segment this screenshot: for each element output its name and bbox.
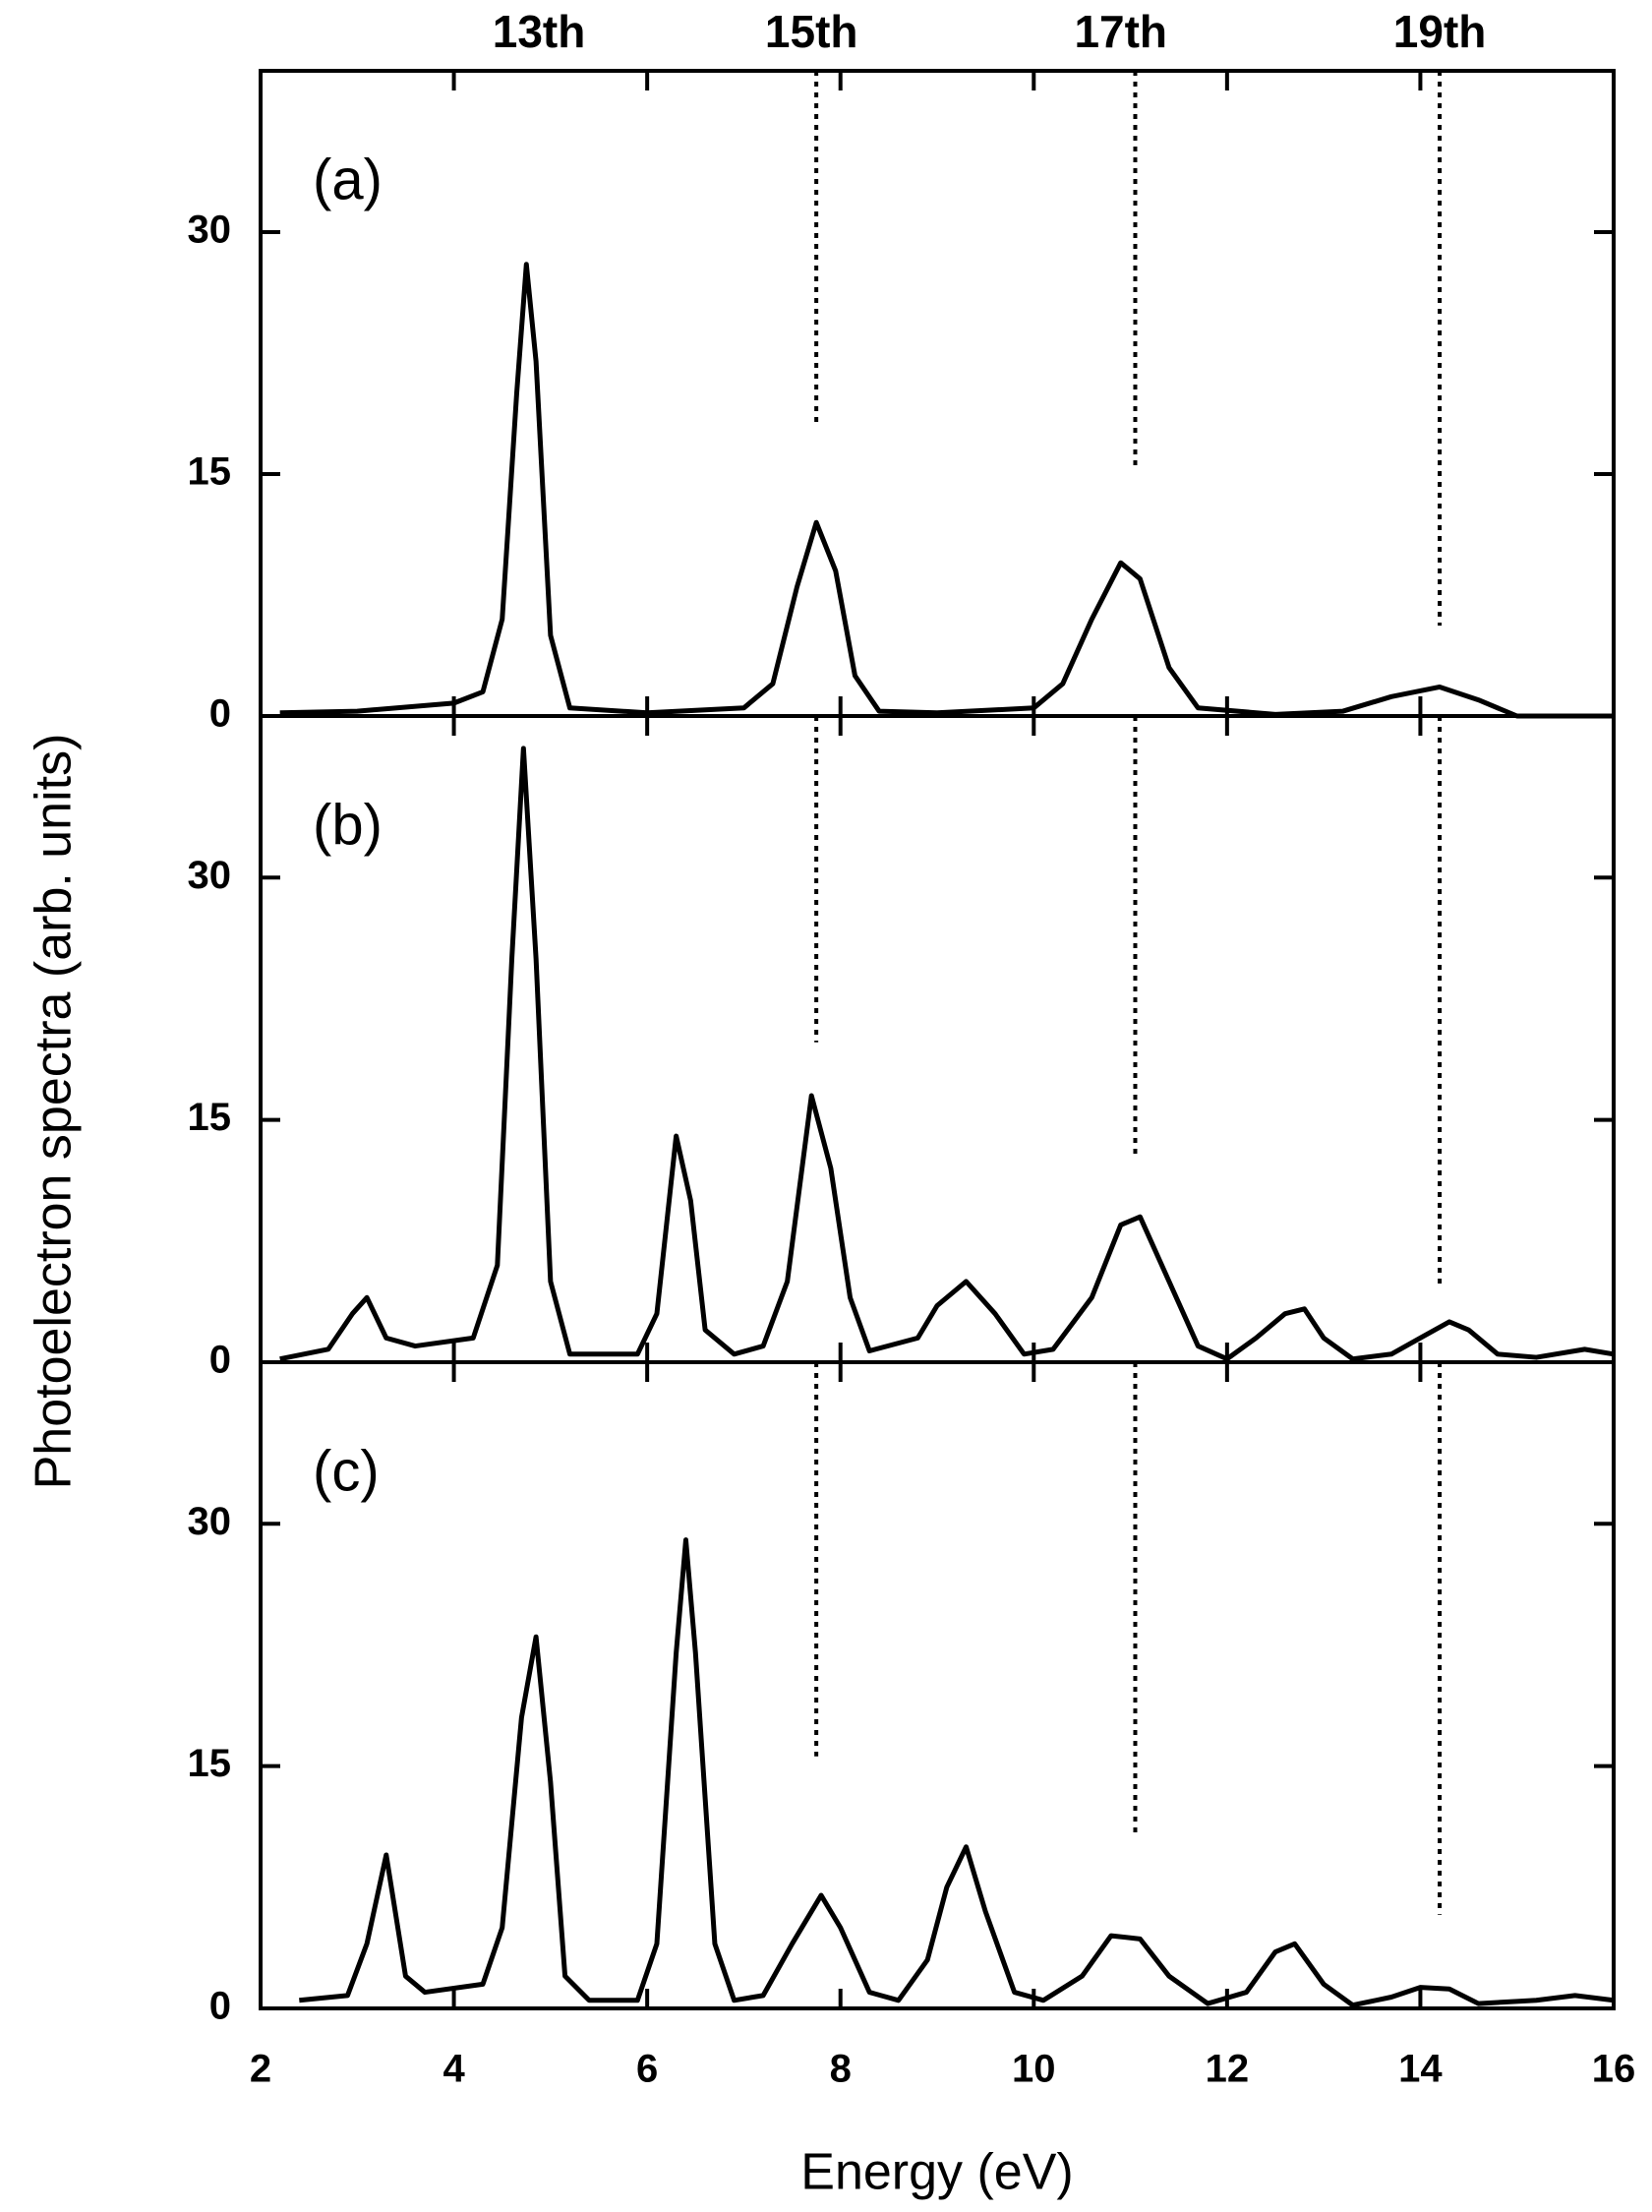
panel-frame	[259, 69, 1616, 718]
y-tick-label: 15	[188, 450, 232, 494]
x-tick-label: 6	[636, 2048, 658, 2091]
y-tick-label: 0	[209, 1985, 231, 2028]
spectrum-line	[279, 746, 1615, 1362]
panel-frame	[259, 1360, 1616, 2010]
x-axis-label: Energy (eV)	[800, 2144, 1073, 2201]
harmonic-label: 15th	[765, 6, 858, 57]
y-tick-label: 15	[188, 1096, 232, 1139]
x-tick-label: 14	[1398, 2048, 1443, 2091]
y-axis-label: Photoelectron spectra (arb. units)	[26, 734, 83, 1490]
y-tick-label: 0	[209, 1339, 231, 1382]
panel-label: (b)	[313, 793, 383, 857]
y-tick-label: 30	[188, 854, 232, 897]
panel-label: (c)	[313, 1439, 380, 1503]
harmonic-label: 19th	[1393, 6, 1487, 57]
harmonic-label: 17th	[1074, 6, 1167, 57]
x-tick-label: 16	[1592, 2048, 1636, 2091]
x-tick-label: 8	[830, 2048, 852, 2091]
x-tick-label: 4	[442, 2048, 465, 2091]
spectrum-line	[299, 1537, 1615, 2008]
y-tick-label: 0	[209, 692, 231, 736]
x-tick-label: 2	[250, 2048, 271, 2091]
y-tick-label: 30	[188, 209, 232, 252]
x-tick-label: 10	[1012, 2048, 1056, 2091]
harmonic-label: 13th	[493, 6, 586, 57]
spectrum-line	[279, 262, 1614, 719]
x-tick-label: 12	[1206, 2048, 1250, 2091]
panel-label: (a)	[313, 148, 383, 211]
y-tick-label: 30	[188, 1500, 232, 1543]
y-tick-label: 15	[188, 1742, 232, 1785]
panel-frame	[259, 714, 1616, 1364]
